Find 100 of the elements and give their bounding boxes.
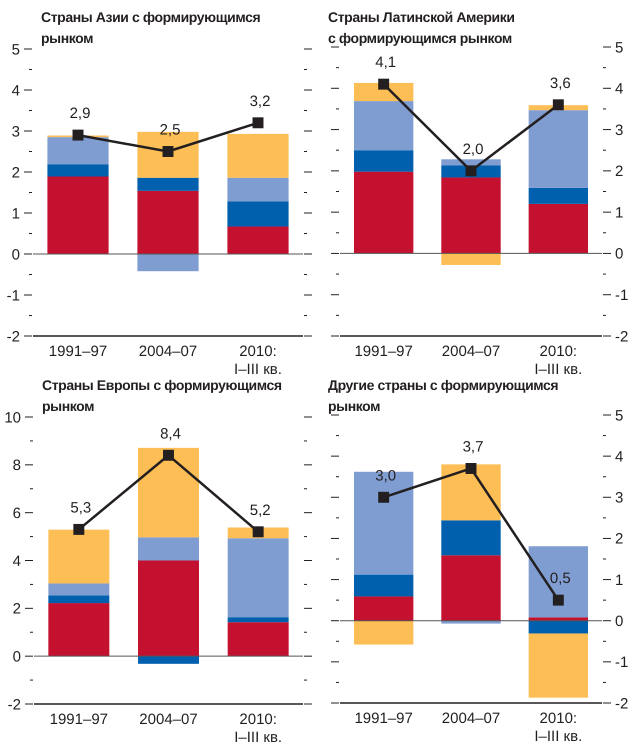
chart-title: Страны Латинской Америки с формирующимся рынком bbox=[328, 9, 515, 46]
bar bbox=[48, 595, 110, 604]
point bbox=[72, 130, 84, 141]
point bbox=[73, 524, 84, 535]
point bbox=[252, 526, 264, 538]
point bbox=[552, 594, 564, 606]
bar bbox=[354, 150, 414, 172]
data-label: 4,1 bbox=[375, 54, 396, 72]
bar bbox=[441, 177, 501, 254]
x-tick-label: 2004–07 bbox=[442, 343, 500, 360]
bar bbox=[227, 226, 289, 254]
point bbox=[378, 492, 390, 503]
y-tick-label: 10 bbox=[4, 409, 21, 426]
bar bbox=[137, 254, 199, 272]
x-tick-label: 1991–97 bbox=[354, 710, 413, 727]
y-tick-label: 2 bbox=[12, 164, 20, 182]
y-tick-label: 5 bbox=[12, 41, 20, 58]
y2-tick-label: -1 bbox=[615, 654, 628, 672]
bar bbox=[48, 603, 110, 656]
bar bbox=[227, 202, 289, 227]
bar bbox=[227, 178, 289, 202]
x-tick-label: 2010: I–III кв. bbox=[234, 343, 282, 378]
y2-tick-label: 0 bbox=[615, 612, 624, 630]
bar bbox=[354, 472, 414, 575]
bar bbox=[528, 633, 588, 698]
y2-tick-label: 5 bbox=[615, 39, 624, 56]
y2-tick-label: 3 bbox=[615, 122, 624, 139]
bar bbox=[528, 110, 588, 188]
x-tick-label: 1991–97 bbox=[48, 343, 108, 360]
y2-tick-label: 3 bbox=[615, 490, 624, 507]
y-tick-label: 8 bbox=[12, 457, 21, 474]
bar bbox=[227, 134, 289, 178]
point bbox=[466, 463, 476, 474]
y-tick-label: 0 bbox=[12, 648, 21, 666]
chart-title: Другие страны с формирующимся рынком bbox=[328, 377, 558, 414]
bar bbox=[441, 555, 501, 621]
y2-tick-label: 4 bbox=[615, 80, 624, 98]
point bbox=[252, 117, 264, 128]
data-label: 3,7 bbox=[462, 438, 484, 456]
y-tick-label: 4 bbox=[12, 552, 21, 570]
y2-tick-label: -2 bbox=[615, 695, 628, 712]
x-tick-label: 2004–07 bbox=[138, 343, 198, 360]
bar bbox=[528, 188, 588, 204]
bar bbox=[138, 448, 199, 538]
data-label: 8,4 bbox=[160, 425, 181, 442]
bar bbox=[137, 190, 199, 254]
y-tick-label: 1 bbox=[12, 205, 20, 222]
y-tick-label: 0 bbox=[12, 246, 20, 264]
bar bbox=[48, 530, 110, 584]
point bbox=[552, 99, 564, 110]
bar bbox=[354, 596, 414, 621]
bar bbox=[138, 537, 199, 560]
x-tick-label: 2010: I–III кв. bbox=[234, 711, 282, 744]
bar bbox=[137, 178, 199, 191]
bar bbox=[528, 620, 588, 634]
bar bbox=[354, 101, 414, 150]
point bbox=[163, 450, 174, 461]
bar bbox=[528, 546, 588, 618]
bar bbox=[47, 137, 109, 164]
y-tick-label: 3 bbox=[12, 123, 20, 140]
bar bbox=[441, 520, 501, 556]
bar bbox=[441, 253, 501, 265]
x-tick-label: 1991–97 bbox=[50, 711, 108, 728]
data-label: 5,2 bbox=[250, 502, 271, 519]
chart-title: Страны Европы с формирующимся рынком bbox=[42, 377, 282, 414]
bar bbox=[228, 622, 289, 656]
y-tick-label: 6 bbox=[12, 504, 21, 522]
bar bbox=[47, 176, 109, 254]
data-label: 5,3 bbox=[70, 499, 92, 516]
y2-tick-label: 2 bbox=[615, 163, 624, 180]
data-label: 3,0 bbox=[375, 467, 396, 484]
y2-tick-label: 1 bbox=[615, 572, 624, 589]
bar bbox=[138, 560, 199, 656]
point bbox=[162, 146, 174, 157]
x-tick-label: 2004–07 bbox=[139, 711, 198, 728]
bar bbox=[138, 656, 199, 664]
bar bbox=[354, 620, 414, 645]
bar bbox=[528, 204, 588, 254]
x-tick-label: 1991–97 bbox=[354, 343, 413, 360]
x-tick-label: 2004–07 bbox=[442, 710, 500, 727]
y-tick-label: -2 bbox=[8, 696, 21, 714]
y-tick-label: 2 bbox=[12, 600, 21, 618]
bar bbox=[47, 164, 109, 177]
bar bbox=[228, 538, 289, 618]
y2-tick-label: 2 bbox=[615, 530, 624, 548]
y2-tick-label: 4 bbox=[615, 448, 624, 466]
point bbox=[466, 165, 476, 176]
data-label: 2,0 bbox=[462, 140, 484, 158]
bar bbox=[354, 574, 414, 596]
data-label: 0,5 bbox=[550, 570, 571, 588]
y2-tick-label: -2 bbox=[615, 328, 628, 346]
y2-tick-label: 5 bbox=[615, 407, 624, 424]
bar bbox=[354, 172, 414, 254]
y2-tick-label: 1 bbox=[615, 204, 624, 222]
y-tick-label: -2 bbox=[6, 328, 20, 346]
x-tick-label: 2010: I–III кв. bbox=[534, 343, 582, 378]
data-label: 3,6 bbox=[550, 74, 571, 92]
bar bbox=[441, 464, 501, 520]
y2-tick-label: -1 bbox=[615, 286, 628, 304]
y2-tick-label: 0 bbox=[615, 246, 624, 263]
